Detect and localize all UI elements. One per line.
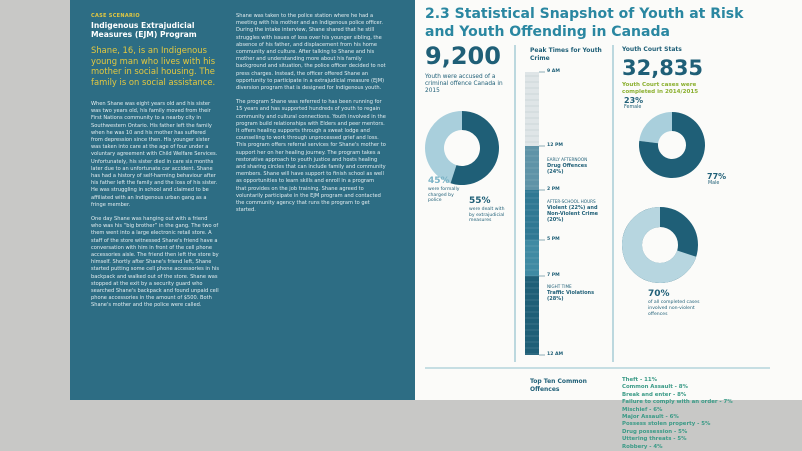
paragraph: The program Shane was referred to has be…	[236, 99, 386, 214]
page: CASE SCENARIO Indigenous Extrajudicial M…	[70, 0, 802, 450]
donut-segment	[638, 112, 705, 178]
court-caption: Youth Court cases were completed in 2014…	[622, 82, 699, 95]
graphics	[424, 45, 770, 369]
donut-label: 23%	[624, 96, 644, 105]
offence-item: Mischief - 6%	[622, 406, 663, 413]
accused-number: 9,200	[425, 42, 501, 70]
period-text: Traffic Violations (28%)	[547, 290, 595, 303]
donut-caption: Female	[624, 105, 642, 110]
period-text: Drug Offences (24%)	[547, 163, 588, 176]
left-page	[70, 0, 415, 400]
time-label: 9 AM	[547, 69, 560, 74]
accused-caption: Youth were accused of a criminal offence…	[425, 74, 503, 95]
right-page	[415, 0, 802, 400]
offence-item: Major Assault - 6%	[622, 414, 679, 421]
offence-item: Common Assault - 8%	[622, 384, 688, 391]
offence-item: Uttering threats - 5%	[622, 436, 687, 443]
paragraph: One day Shane was hanging out with a fri…	[91, 216, 219, 309]
paragraph: When Shane was eight years old and his s…	[91, 101, 218, 208]
offence-item: Theft - 11%	[622, 377, 657, 383]
period-text: Violent (22%) and Non-Violent Crime (20%…	[547, 205, 599, 224]
time-label: 12 AM	[547, 352, 564, 357]
paragraph: Shane was taken to the police station wh…	[236, 13, 386, 92]
time-label: 7 PM	[547, 273, 560, 278]
period-heading: EARLY AFTERNOON	[547, 157, 588, 162]
time-band	[525, 72, 539, 146]
donut-caption: were formally charged by police	[428, 187, 460, 204]
offence-item: Failure to comply with an order - 7%	[622, 399, 733, 406]
column-2: Shane was taken to the police station wh…	[236, 13, 386, 221]
offence-item: Robbery - 4%	[622, 443, 663, 450]
donut-segment	[621, 207, 697, 283]
offence-item: Possess stolen property - 5%	[622, 421, 711, 428]
period-heading: AFTER-SCHOOL HOURS	[547, 199, 596, 204]
court-title: Youth Court Stats	[622, 46, 682, 53]
column-1: When Shane was eight years old and his s…	[91, 101, 219, 317]
donut-caption: of all completed cases involved non-viol…	[648, 300, 700, 317]
case-title: Indigenous Extrajudicial Measures (EJM) …	[91, 21, 197, 39]
time-label: 12 PM	[547, 143, 563, 148]
donut-label: 55%	[469, 196, 491, 206]
time-band	[525, 276, 539, 355]
time-band	[525, 190, 539, 240]
court-number: 32,835	[622, 56, 704, 80]
period-heading: NIGHT TIME	[547, 284, 572, 289]
donut-label: 70%	[648, 289, 670, 299]
snapshot-title: 2.3 Statistical Snapshot of Youth at Ris…	[425, 6, 744, 40]
time-band	[525, 240, 539, 276]
donut-segment	[424, 111, 462, 184]
donut-segment	[639, 112, 672, 144]
offences-title: Top Ten Common Offences	[530, 378, 587, 393]
case-lead: Shane, 16, is an Indigenous young man wh…	[91, 45, 216, 87]
time-label: 5 PM	[547, 237, 560, 242]
time-label: 2 PM	[547, 187, 560, 192]
donut-label: 45%	[428, 176, 450, 186]
donut-label: 77%	[707, 172, 727, 181]
peak-title: Peak Times for Youth Crime	[530, 47, 602, 62]
time-band	[525, 146, 539, 190]
offence-item: Drug possession - 5%	[622, 428, 688, 435]
offence-item: Break and enter - 8%	[622, 391, 687, 398]
donut-caption: were dealt with by extrajudicial measure…	[469, 207, 505, 224]
donut-caption: Male	[708, 181, 720, 186]
case-label: CASE SCENARIO	[91, 13, 140, 19]
donut-segment	[450, 111, 499, 185]
